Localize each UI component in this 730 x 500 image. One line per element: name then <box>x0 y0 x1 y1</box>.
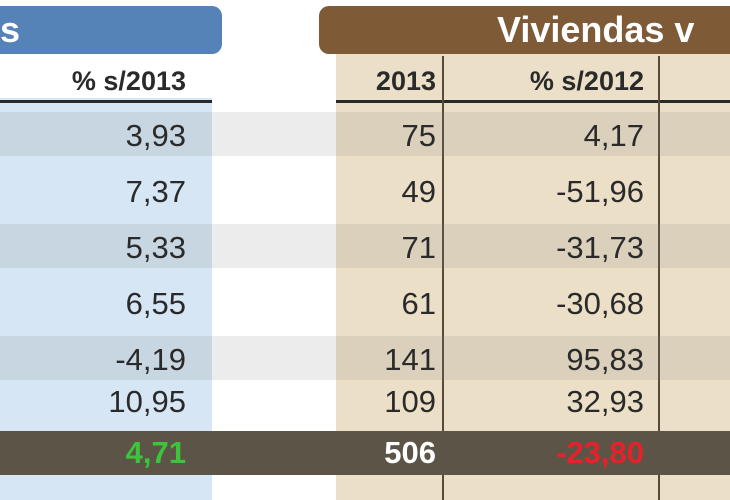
row-stripe-5 <box>0 336 730 380</box>
header-2013: 2013 <box>375 66 436 96</box>
table-cell-pct2012-r1: 4,17 <box>583 118 644 153</box>
left-header-rule <box>0 100 212 103</box>
total-row <box>0 431 730 475</box>
table-cell-pct2012-r6: 32,93 <box>566 384 644 419</box>
total-pct-2013: 4,71 <box>125 435 186 470</box>
header-pct-2012: % s/2012 <box>529 66 644 96</box>
right-section-title: Viviendas v <box>319 6 730 54</box>
column-divider-2 <box>658 56 660 500</box>
table-cell-pct2013-r6: 10,95 <box>108 384 186 419</box>
table-cell-pct2012-r5: 95,83 <box>566 342 644 377</box>
total-pct-2012: -23,80 <box>556 435 644 470</box>
table-cell-pct2012-r4: -30,68 <box>556 286 644 321</box>
table-cell-2013-r6: 109 <box>384 384 436 419</box>
table-cell-pct2012-r2: -51,96 <box>556 174 644 209</box>
table-cell-pct2013-r1: 3,93 <box>125 118 186 153</box>
right-column-footer <box>336 475 730 500</box>
row-stripe-1 <box>0 112 730 156</box>
table-cell-pct2013-r2: 7,37 <box>125 174 186 209</box>
header-pct-2013: % s/2013 <box>71 66 186 96</box>
table-cell-2013-r3: 71 <box>401 230 436 265</box>
total-2013: 506 <box>384 435 436 470</box>
table-cell-2013-r2: 49 <box>401 174 436 209</box>
right-column-background <box>336 54 730 500</box>
table-cell-2013-r4: 61 <box>401 286 436 321</box>
table-cell-pct2013-r3: 5,33 <box>125 230 186 265</box>
table-cell-pct2013-r5: -4,19 <box>115 342 186 377</box>
table-cell-pct2013-r4: 6,55 <box>125 286 186 321</box>
column-divider-1 <box>442 56 444 500</box>
left-column-footer <box>0 475 212 500</box>
table-cell-pct2012-r3: -31,73 <box>556 230 644 265</box>
row-stripe-3 <box>0 224 730 268</box>
table-cell-2013-r5: 141 <box>384 342 436 377</box>
right-header-rule <box>336 100 730 103</box>
table-cell-2013-r1: 75 <box>401 118 436 153</box>
left-section-title: s <box>0 6 222 54</box>
